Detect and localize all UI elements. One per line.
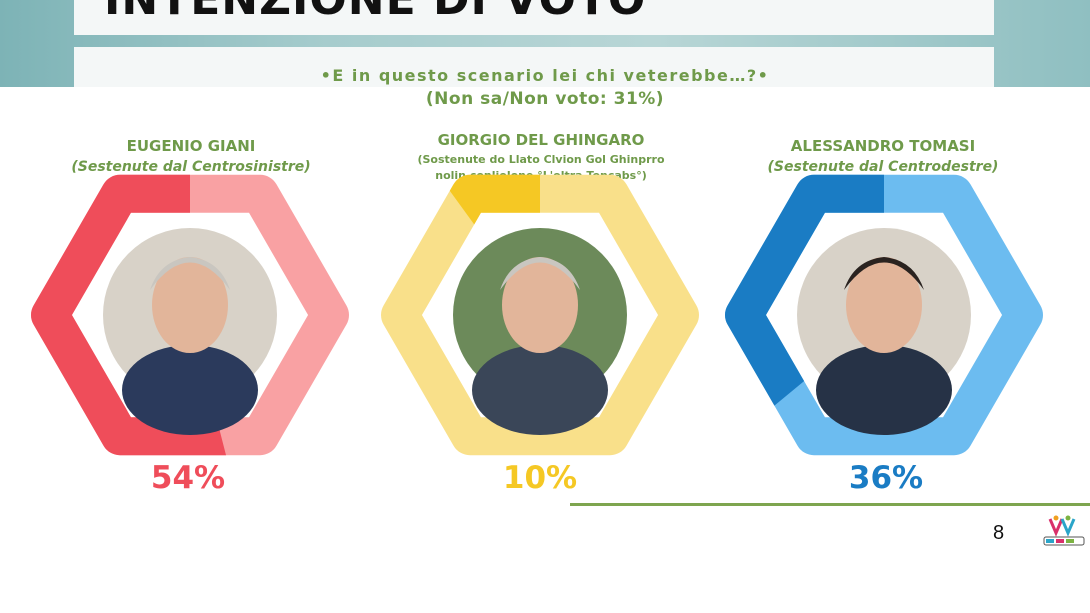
divider-line — [570, 503, 1090, 506]
donut-delghingaro — [381, 174, 699, 456]
page-title: INTENZIONE DI VOTO — [104, 0, 646, 25]
donut-track-delghingaro — [381, 174, 699, 456]
undecided-note: (Non sa/Non voto: 31%) — [425, 89, 665, 109]
candidate-portrait-icon — [453, 228, 627, 435]
candidate-portrait-icon — [103, 228, 277, 435]
donut-slice-tomasi — [725, 174, 884, 429]
candidate-name-giani: EUGENIO GIANI — [126, 137, 256, 155]
question-box — [74, 47, 994, 87]
donut-giani — [31, 174, 349, 456]
candidate-name-delghingaro: GIORGIO DEL GHINGARO — [437, 131, 645, 149]
donut-tomasi — [725, 174, 1043, 456]
bidimedia-logo-icon — [1043, 515, 1085, 546]
candidate-support-delghingaro-line1: (Sostenute do Llato Clvion Gol Ghinprro — [417, 153, 665, 166]
percent-label-giani: 54% — [150, 460, 226, 496]
survey-question: •E in questo scenario lei chi veterebbe…… — [320, 66, 770, 85]
page-number: 8 — [993, 522, 1005, 544]
candidate-name-tomasi: ALESSANDRO TOMASI — [790, 137, 976, 155]
percent-label-tomasi: 36% — [848, 460, 924, 496]
donut-slice-giani — [31, 174, 235, 456]
candidate-portrait-icon — [797, 228, 971, 435]
percent-label-delghingaro: 10% — [502, 460, 578, 496]
candidate-support-giani: (Sestenute dal Centrosinistre) — [71, 159, 311, 175]
title-box: INTENZIONE DI VOTO — [74, 0, 994, 35]
candidate-support-tomasi: (Sestenute dal Centrodestre) — [767, 159, 999, 175]
